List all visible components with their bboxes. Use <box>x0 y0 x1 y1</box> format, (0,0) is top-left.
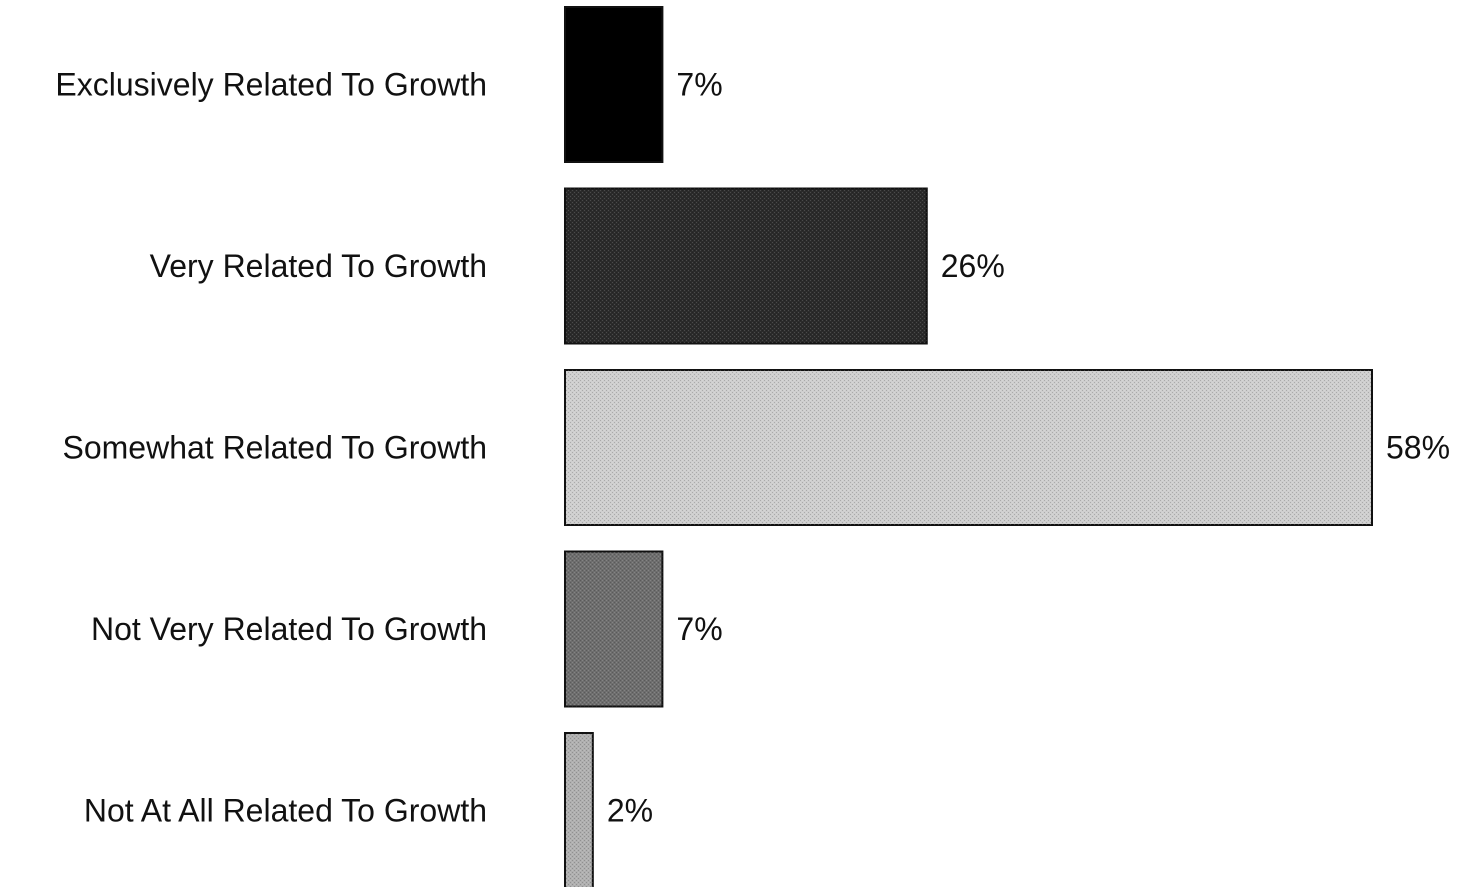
bar-somewhat-related-to-growth <box>564 369 1373 526</box>
value-label: 58% <box>1386 430 1450 466</box>
value-label: 7% <box>676 67 722 103</box>
bars-group <box>564 6 1373 887</box>
value-labels-group: 7% 26% 58% 7% 2% <box>607 67 1450 829</box>
bar-exclusively-related-to-growth <box>564 6 664 163</box>
category-labels-group: Exclusively Related To Growth Very Relate… <box>55 67 487 829</box>
bar-not-at-all-related-to-growth <box>564 732 594 887</box>
value-label: 7% <box>676 611 722 647</box>
category-label: Not At All Related To Growth <box>84 793 487 829</box>
bar-very-related-to-growth <box>564 187 928 345</box>
category-label: Not Very Related To Growth <box>91 611 487 647</box>
category-label: Very Related To Growth <box>150 248 487 284</box>
category-label: Somewhat Related To Growth <box>62 430 487 466</box>
bar-texture <box>565 551 663 707</box>
bar-texture <box>565 733 593 887</box>
bar-texture <box>565 188 927 344</box>
bar-texture <box>565 370 1372 525</box>
value-label: 26% <box>941 248 1005 284</box>
bar <box>564 6 664 163</box>
category-label: Exclusively Related To Growth <box>55 67 487 103</box>
value-label: 2% <box>607 793 653 829</box>
bar-not-very-related-to-growth <box>564 550 664 708</box>
